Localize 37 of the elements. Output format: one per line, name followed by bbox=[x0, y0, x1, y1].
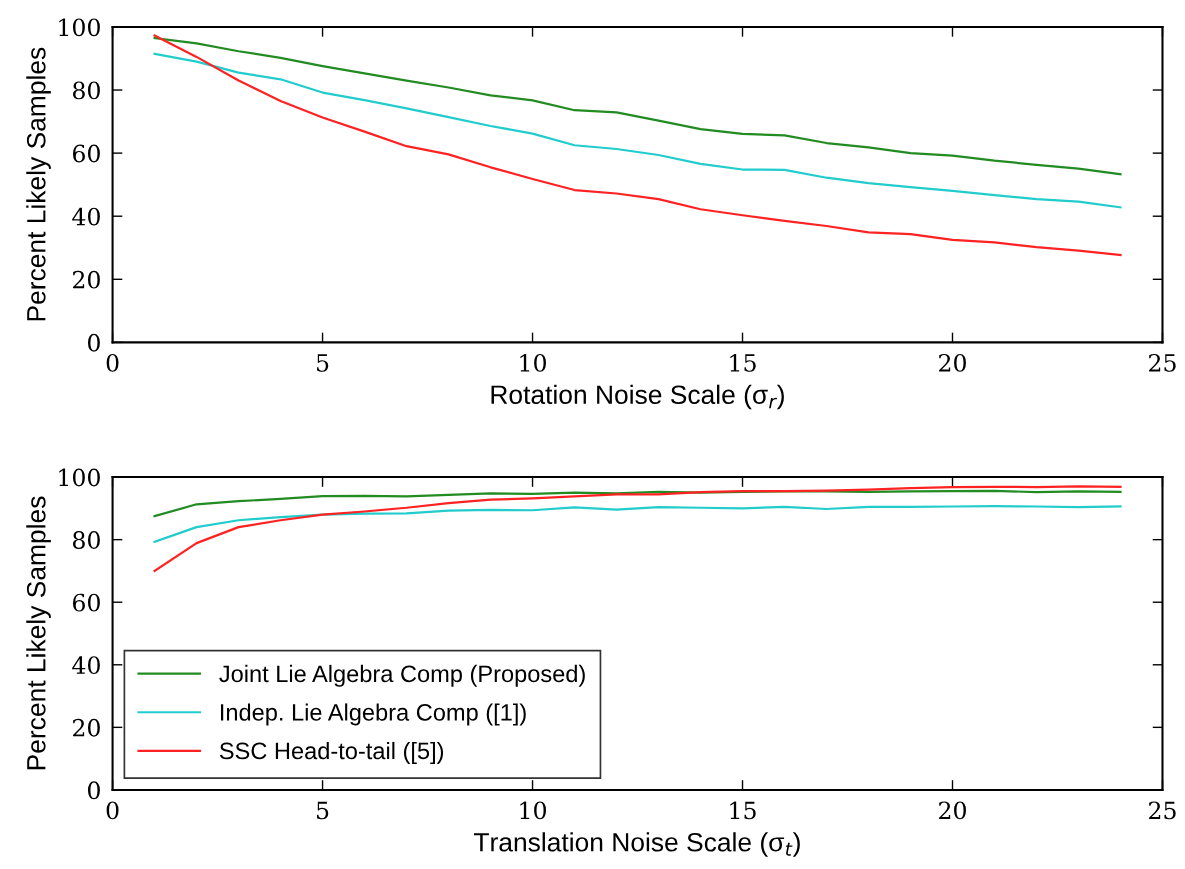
x-tick-label: 0 bbox=[106, 353, 119, 372]
x-tick-label: 20 bbox=[939, 353, 966, 372]
line-series bbox=[153, 505, 1122, 543]
x-tick-label: 20 bbox=[939, 801, 966, 820]
line-series bbox=[153, 489, 1122, 518]
y-tick-label: 80 bbox=[73, 81, 100, 100]
legend-label: Joint Lie Algebra Comp (Proposed) bbox=[219, 664, 585, 687]
y-tick-label: 100 bbox=[59, 18, 100, 37]
x-tick-label: 5 bbox=[317, 354, 329, 372]
x-tick-label: 5 bbox=[317, 801, 329, 820]
y-tick-label: 20 bbox=[73, 270, 100, 289]
x-axis-title: Translation Noise Scale (σ$_{t}$) bbox=[473, 832, 800, 857]
line-series bbox=[153, 36, 1122, 176]
line-series bbox=[153, 34, 1122, 257]
y-tick-label: 80 bbox=[73, 531, 100, 549]
y-tick-label: 40 bbox=[72, 656, 100, 675]
x-tick-label: 10 bbox=[520, 353, 546, 372]
y-tick-label: 60 bbox=[73, 593, 100, 612]
y-tick-label: 60 bbox=[73, 144, 100, 163]
x-tick-label: 25 bbox=[1149, 353, 1176, 372]
x-tick-label: 0 bbox=[106, 801, 119, 820]
x-tick-label: 15 bbox=[730, 801, 756, 820]
y-tick-label: 100 bbox=[59, 468, 100, 487]
y-axis-title: Percent Likely Samples bbox=[26, 496, 51, 770]
x-tick-label: 10 bbox=[520, 801, 546, 820]
y-tick-label: 40 bbox=[72, 207, 100, 226]
y-axis-title: Percent Likely Samples bbox=[26, 47, 51, 321]
line-series bbox=[153, 485, 1122, 573]
y-tick-label: 0 bbox=[88, 333, 100, 352]
y-tick-label: 0 bbox=[88, 781, 100, 800]
line-series bbox=[153, 52, 1122, 209]
x-tick-label: 15 bbox=[730, 353, 756, 372]
y-tick-label: 20 bbox=[73, 718, 100, 737]
legend-label: Indep. Lie Algebra Comp ([1]) bbox=[221, 703, 526, 726]
legend-label: SSC Head-to-tail ([5]) bbox=[219, 741, 444, 764]
x-tick-label: 25 bbox=[1149, 801, 1176, 820]
x-axis-title: Rotation Noise Scale (σ$_{r}$) bbox=[491, 384, 784, 410]
